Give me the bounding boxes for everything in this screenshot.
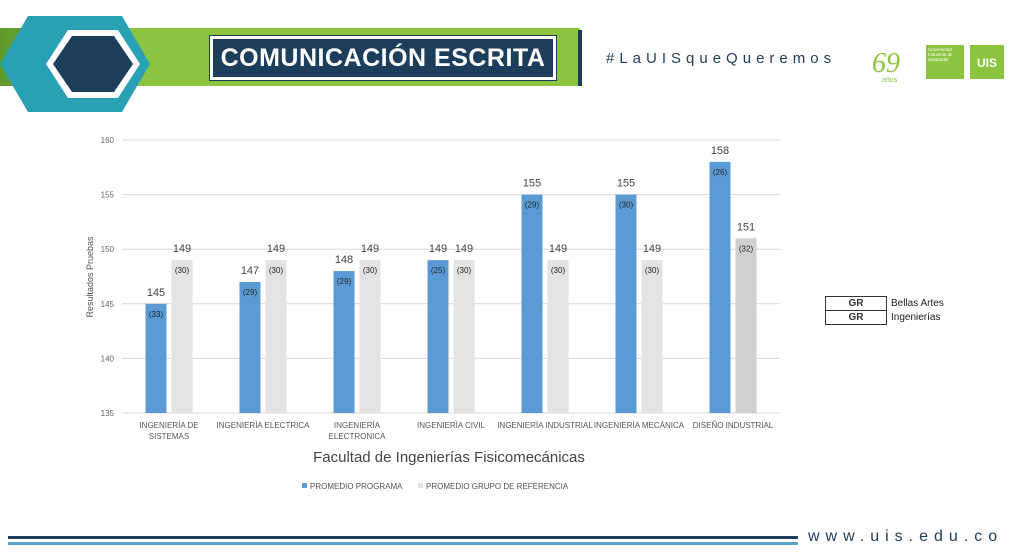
anniversary-logo: 69 años [872, 48, 900, 84]
chart-title: Facultad de Ingenierías Fisicomecánicas [313, 449, 585, 466]
y-tick-label: 140 [101, 354, 115, 363]
chart-gridlines [122, 139, 780, 414]
count-label-referencia: (30) [363, 266, 378, 275]
footer-line-blue [8, 542, 798, 545]
data-label-referencia: 149 [173, 243, 191, 255]
data-label-referencia: 149 [455, 243, 473, 255]
data-label-referencia: 151 [737, 221, 755, 233]
legend-code: GR [825, 310, 887, 325]
data-label-referencia: 149 [549, 243, 567, 255]
legend-name: Bellas Artes [891, 298, 944, 309]
count-label-programa: (26) [713, 168, 728, 177]
bar-programa [521, 194, 543, 413]
hexagon-inner-shape [53, 36, 133, 92]
x-tick-label: ELECTRONICA [329, 432, 387, 441]
legend-row: GR Ingenierías [825, 310, 947, 325]
title-box: COMUNICACIÓN ESCRITA [210, 36, 556, 80]
uis-logo-text: UIS [977, 56, 997, 70]
legend-label: PROMEDIO GRUPO DE REFERENCIA [426, 482, 569, 491]
bar-referencia [265, 260, 287, 413]
bar-programa [427, 260, 449, 413]
bar-programa [709, 161, 731, 413]
data-label-programa: 158 [711, 145, 729, 157]
y-tick-label: 145 [101, 300, 115, 309]
count-label-programa: (30) [619, 201, 634, 210]
university-logo-text: Universidad Industrial de Santander [928, 47, 953, 62]
count-label-programa: (29) [337, 277, 352, 286]
count-label-programa: (29) [243, 288, 258, 297]
y-tick-label: 150 [101, 245, 115, 254]
bar-programa [239, 281, 261, 413]
x-tick-label: INGENIERÍA [334, 421, 381, 430]
hashtag-text: #LaUISqueQueremos [606, 50, 837, 67]
data-label-referencia: 149 [267, 243, 285, 255]
bar-referencia [359, 260, 381, 413]
legend-swatch [302, 483, 307, 488]
bar-programa [333, 271, 355, 413]
uis-logo: UIS [970, 45, 1004, 79]
chart-data-labels: 145 (33) 149 (30) 147 (29) 149 (30) 148 (29) 149 (3… [147, 145, 755, 319]
y-tick-label: 155 [101, 191, 115, 200]
count-label-referencia: (30) [645, 266, 660, 275]
hexagon-emblem [0, 16, 150, 112]
footer-url: www.uis.edu.co [808, 528, 1004, 545]
bar-referencia [547, 260, 569, 413]
data-label-programa: 149 [429, 243, 447, 255]
count-label-referencia: (32) [739, 244, 754, 253]
bar-referencia [171, 260, 193, 413]
chart-bars [145, 161, 757, 413]
legend-row: GR Bellas Artes [825, 296, 947, 311]
data-label-programa: 147 [241, 265, 259, 277]
legend-swatch [418, 483, 423, 488]
y-tick-label: 135 [101, 409, 115, 418]
chart-y-ticks: 135 140 145 150 155 160 [101, 136, 115, 418]
group-legend-table: GR Bellas Artes GR Ingenierías [825, 296, 947, 325]
title-divider [578, 30, 582, 86]
bar-referencia [641, 260, 663, 413]
x-tick-label: SISTEMAS [149, 432, 189, 441]
x-tick-label: INGENIERÍA CIVIL [417, 421, 486, 430]
y-axis-label: Resultados Pruebas [85, 236, 95, 318]
footer-line-navy [8, 536, 798, 539]
y-tick-label: 160 [101, 136, 115, 145]
data-label-referencia: 149 [643, 243, 661, 255]
bar-referencia [735, 238, 757, 413]
anniversary-number: 69 [872, 48, 900, 79]
count-label-programa: (25) [431, 266, 446, 275]
data-label-programa: 148 [335, 254, 353, 266]
bar-programa [615, 194, 637, 413]
chart-x-ticks: INGENIERÍA DE SISTEMAS INGENIERÍA ELECTRIC… [139, 421, 773, 441]
x-tick-label: INGENIERÍA INDUSTRIAL [497, 421, 593, 430]
count-label-programa: (29) [525, 201, 540, 210]
legend-name: Ingenierías [891, 312, 941, 323]
count-label-referencia: (30) [269, 266, 284, 275]
university-logo: Universidad Industrial de Santander [926, 45, 964, 79]
anniversary-sub: años [882, 77, 898, 84]
count-label-referencia: (30) [551, 266, 566, 275]
legend-label: PROMEDIO PROGRAMA [310, 482, 403, 491]
chart-legend: PROMEDIO PROGRAMA PROMEDIO GRUPO DE REFER… [302, 482, 569, 491]
bar-programa [145, 303, 167, 413]
x-tick-label: DISEÑO INDUSTRIAL [693, 421, 774, 430]
data-label-programa: 155 [617, 178, 635, 190]
x-tick-label: INGENIERÍA ELECTRICA [217, 421, 311, 430]
data-label-referencia: 149 [361, 243, 379, 255]
count-label-referencia: (30) [457, 266, 472, 275]
x-tick-label: INGENIERÍA DE [139, 421, 198, 430]
count-label-referencia: (30) [175, 266, 190, 275]
page-title: COMUNICACIÓN ESCRITA [220, 43, 546, 72]
legend-code: GR [825, 296, 887, 311]
x-tick-label: INGENIERÍA MECÁNICA [594, 421, 685, 430]
bar-referencia [453, 260, 475, 413]
data-label-programa: 145 [147, 287, 165, 299]
count-label-programa: (33) [149, 310, 164, 319]
data-label-programa: 155 [523, 178, 541, 190]
